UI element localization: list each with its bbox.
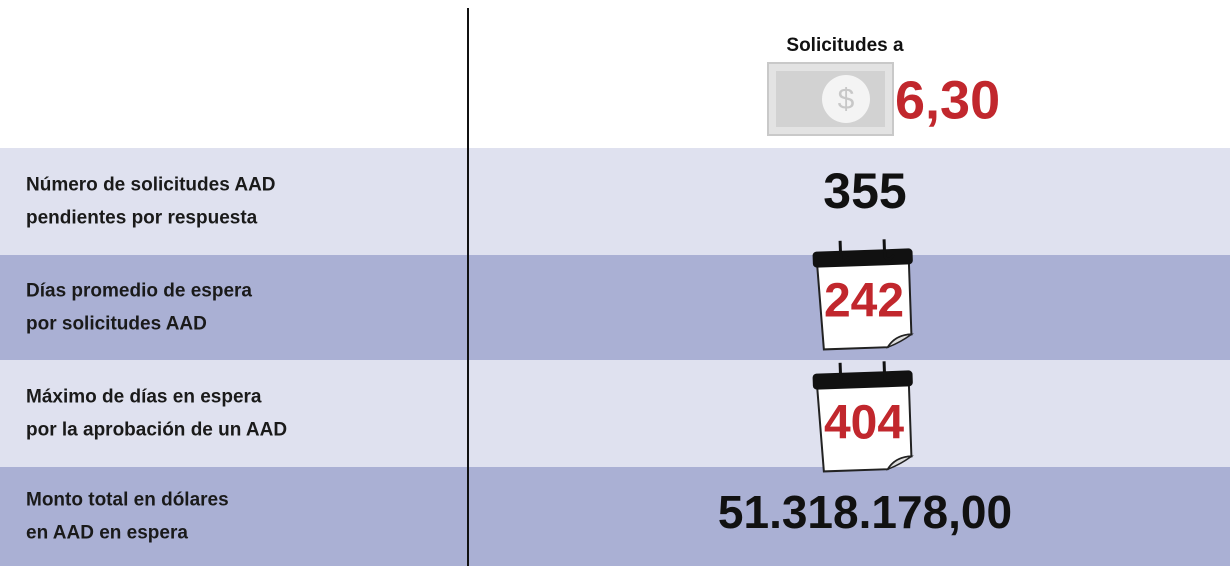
calendar-icon: [812, 239, 914, 351]
calendar-ring: [838, 362, 851, 385]
row-value: 355: [823, 163, 906, 219]
row-value: 51.318.178,00: [718, 486, 1012, 538]
row-label: pendientes por respuesta: [26, 208, 258, 229]
row-label: Monto total en dólares: [26, 490, 229, 511]
row-label: por solicitudes AAD: [26, 314, 207, 335]
calendar-curl: [886, 333, 914, 349]
calendar-ring: [838, 240, 851, 263]
calendar-curl: [886, 455, 914, 471]
calendar-icon: [812, 361, 914, 473]
calendar-bar: [812, 370, 913, 390]
svg-text:$: $: [838, 83, 855, 116]
calendar-bar: [812, 248, 913, 268]
row-label: en AAD en espera: [26, 523, 188, 544]
header-title: Solicitudes a: [786, 35, 904, 56]
calendar-ring: [882, 361, 895, 383]
rate-value: 6,30: [895, 70, 1000, 130]
row-label: Días promedio de espera: [26, 281, 252, 302]
calendar-ring: [882, 239, 895, 261]
row-label: por la aprobación de un AAD: [26, 420, 287, 441]
row-band: [0, 148, 1230, 255]
row-band: [0, 255, 1230, 360]
money-icon: $: [767, 62, 894, 136]
row-band: [0, 467, 1230, 566]
row-value: 404: [824, 397, 904, 450]
row-band: [0, 360, 1230, 467]
row-label: Máximo de días en espera: [26, 387, 262, 408]
row-value: 242: [824, 275, 904, 328]
row-label: Número de solicitudes AAD: [26, 175, 276, 196]
